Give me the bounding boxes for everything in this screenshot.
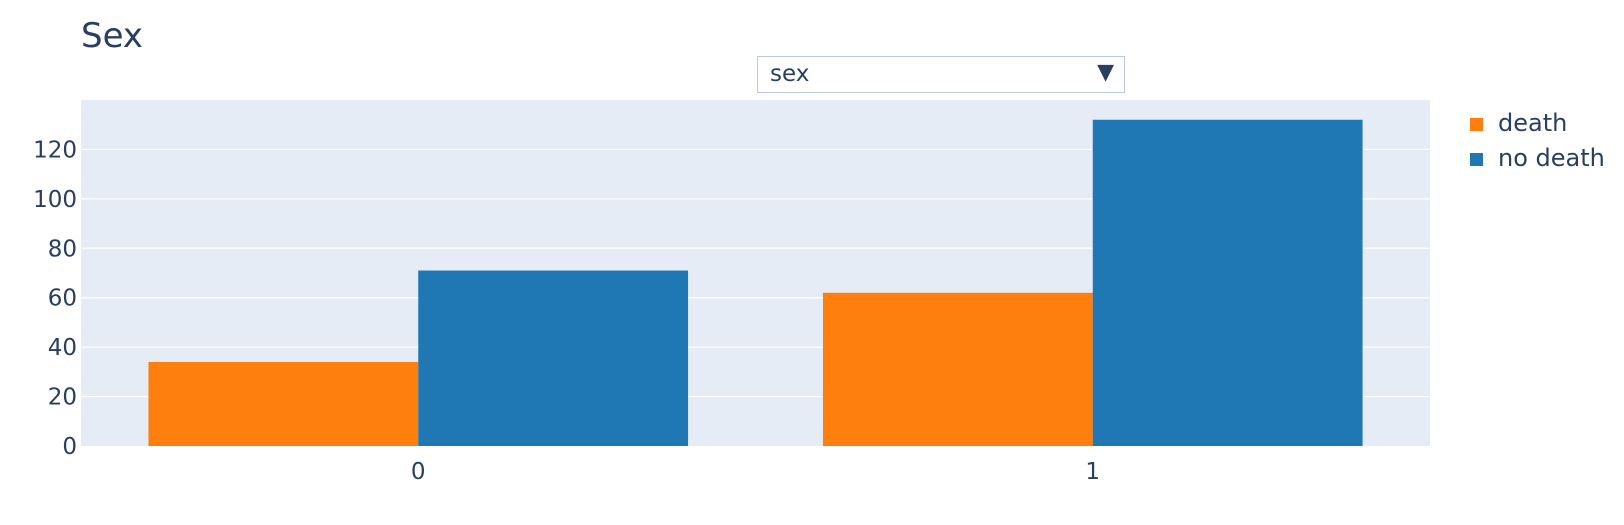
chevron-down-icon[interactable]: ▼	[1097, 60, 1114, 85]
bar-death-1[interactable]	[822, 292, 1093, 446]
y-tick-label: 120	[33, 137, 77, 163]
legend-label: death	[1498, 109, 1568, 137]
variable-dropdown[interactable]: sex ▼	[757, 56, 1125, 93]
dropdown-selected-value: sex	[770, 61, 810, 87]
x-tick-label: 1	[1085, 459, 1100, 485]
y-tick-label: 0	[62, 434, 77, 460]
y-axis-ticks: 0 20 40 60 80 100 120	[33, 137, 77, 460]
y-tick-label: 60	[48, 286, 77, 312]
legend-swatch	[1470, 118, 1483, 131]
y-tick-label: 40	[48, 335, 77, 361]
bar-no-death-0[interactable]	[418, 270, 689, 446]
legend-label: no death	[1498, 144, 1605, 172]
y-tick-label: 80	[48, 236, 77, 262]
bar-death-0[interactable]	[148, 361, 419, 446]
y-tick-label: 20	[48, 385, 77, 411]
chart-title: Sex	[81, 16, 144, 56]
x-tick-label: 0	[411, 459, 426, 485]
bar-no-death-1[interactable]	[1092, 119, 1363, 447]
legend-swatch	[1470, 153, 1483, 166]
y-tick-label: 100	[33, 187, 77, 213]
bars	[148, 119, 1363, 447]
